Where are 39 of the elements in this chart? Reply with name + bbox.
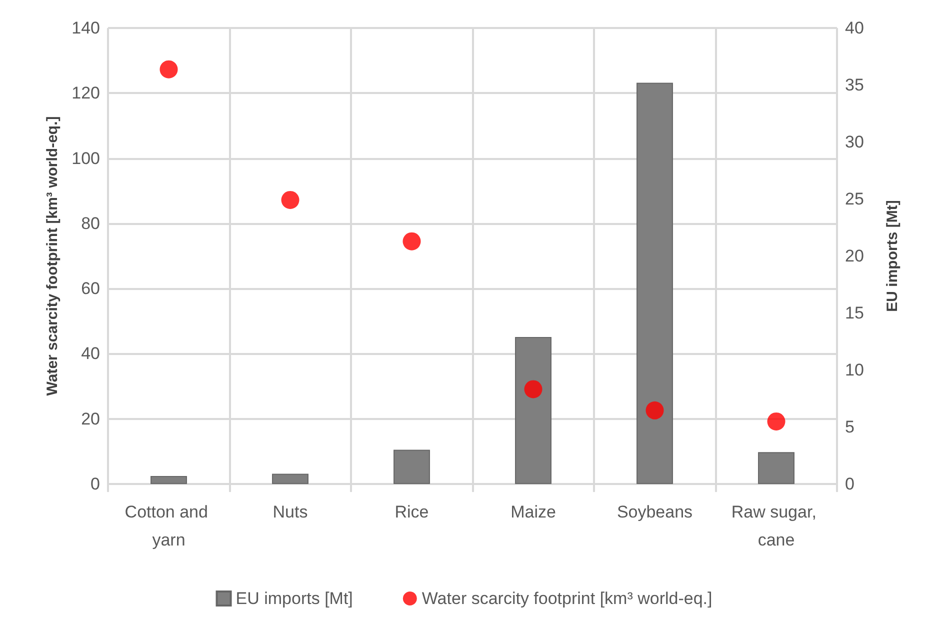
y-axis-title: Water scarcity footprint [km³ world-eq.] [44, 116, 61, 396]
y2-tick-label: 30 [845, 132, 864, 152]
y2-tick-label: 25 [845, 190, 864, 208]
point [402, 232, 421, 250]
y-tick-label: 80 [81, 214, 100, 233]
legend-label: Water scarcity footprint [km³ world-eq.] [422, 589, 712, 608]
x-tick-label: Raw sugar, cane [731, 502, 822, 550]
bar [515, 336, 552, 484]
point [524, 380, 542, 398]
point [646, 401, 664, 420]
y2-tick-label: 5 [845, 418, 854, 436]
bar [636, 82, 673, 484]
point [281, 190, 300, 209]
bar [758, 452, 794, 484]
x-tick-label: Maize [510, 502, 556, 522]
y-tick-label: 120 [72, 84, 100, 103]
x-tick-label: Soybeans [616, 502, 693, 522]
legend-label: EU imports [Mt] [236, 589, 353, 608]
point [767, 412, 786, 430]
x-tick-label: Nuts [272, 502, 308, 522]
y2-tick-label: 10 [845, 360, 864, 380]
point [160, 60, 178, 78]
y2-tick-label: 35 [845, 76, 864, 94]
x-tick-label: Cotton and yarn [124, 502, 213, 550]
y2-tick-label: 0 [845, 474, 854, 494]
y-tick-label: 20 [81, 409, 100, 428]
y2-tick-label: 40 [845, 18, 864, 38]
y-tick-label: 140 [72, 18, 100, 38]
y2-tick-label: 15 [845, 304, 864, 322]
bar [272, 474, 308, 484]
y2-axis-title: EU imports [Mt] [884, 200, 901, 312]
y-tick-label: 0 [90, 474, 100, 494]
bar [150, 476, 187, 484]
y2-tick-label: 20 [845, 246, 864, 266]
y-tick-label: 40 [81, 344, 100, 364]
y-tick-label: 60 [81, 279, 100, 298]
x-tick-label: Rice [394, 502, 429, 522]
bar [394, 450, 430, 484]
y-tick-label: 100 [72, 148, 100, 168]
